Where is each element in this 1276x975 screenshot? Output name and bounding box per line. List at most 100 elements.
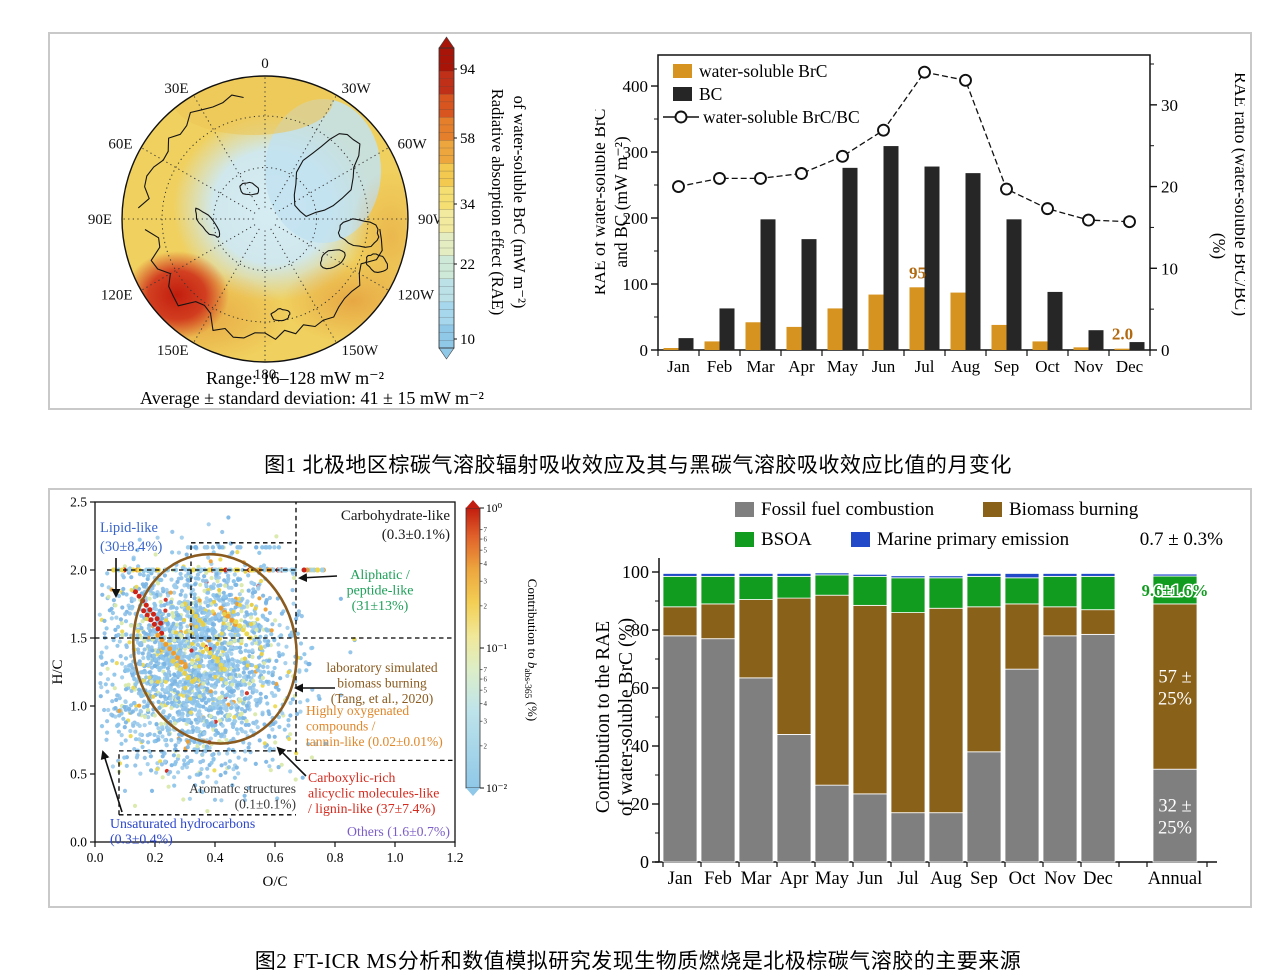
chart2-month-label: Oct xyxy=(1009,869,1037,889)
chart1-month-label: Apr xyxy=(788,357,815,376)
map-graticule xyxy=(122,76,408,362)
svg-text:0.8: 0.8 xyxy=(327,850,344,865)
chart2-month-label: Dec xyxy=(1083,869,1113,889)
svg-text:(0.3±0.4%): (0.3±0.4%) xyxy=(110,832,173,848)
svg-text:7: 7 xyxy=(484,526,488,534)
annotation-arrows xyxy=(100,558,338,813)
van-krevelen-chart: 0.0 0.2 0.4 0.6 0.8 1.0 1.2 0.0 0.5 1.0 1.5 2.0 2.5 O… xyxy=(50,495,540,891)
chart2-month-label: Feb xyxy=(704,869,732,889)
chart1-month-label: May xyxy=(827,357,859,376)
svg-text:1.5: 1.5 xyxy=(70,631,87,646)
ratio-markers xyxy=(672,65,1136,229)
svg-text:34: 34 xyxy=(460,197,476,213)
svg-text:0: 0 xyxy=(640,852,649,872)
svg-text:58: 58 xyxy=(460,131,475,147)
chart1-month-label: Oct xyxy=(1035,357,1060,376)
svg-text:2.5: 2.5 xyxy=(70,495,87,510)
svg-text:25%: 25% xyxy=(1158,819,1192,839)
ratio-line xyxy=(678,71,1130,223)
chart1-month-label: Nov xyxy=(1074,357,1104,376)
svg-text:30W: 30W xyxy=(342,81,372,97)
region-label-carbohydrate: Carbohydrate-like (0.3±0.1%) xyxy=(341,508,450,543)
svg-text:180: 180 xyxy=(254,367,277,383)
figure2-caption: 图2 FT-ICR MS分析和数值模拟研究发现生物质燃烧是北极棕碳气溶胶的主要来… xyxy=(254,949,1022,973)
svg-text:60W: 60W xyxy=(398,137,428,153)
svg-text:10⁰: 10⁰ xyxy=(486,503,503,515)
map-average-text: Average ± standard deviation: 41 ± 15 mW… xyxy=(140,388,484,408)
svg-text:20: 20 xyxy=(1161,178,1178,197)
chart2-month-label: May xyxy=(815,869,850,889)
svg-text:Unsaturated hydrocarbons: Unsaturated hydrocarbons xyxy=(110,816,255,831)
svg-text:100: 100 xyxy=(622,562,649,582)
biomass-burning-ellipse xyxy=(132,552,298,745)
map-outline xyxy=(121,75,409,363)
map-body xyxy=(122,76,408,362)
svg-text:water-soluble BrC/BC: water-soluble BrC/BC xyxy=(703,107,860,127)
region-label-unsaturated: Unsaturated hydrocarbons(0.3±0.4%) xyxy=(110,816,255,848)
svg-text:40: 40 xyxy=(631,736,649,756)
svg-text:0: 0 xyxy=(640,341,649,360)
svg-text:2.0: 2.0 xyxy=(70,563,87,578)
svg-text:300: 300 xyxy=(623,143,649,162)
svg-text:10⁻²: 10⁻² xyxy=(486,783,508,795)
map-colorbar: 94 58 34 22 10 Radiative absorption effect (R… xyxy=(438,36,529,360)
chart1-month-label: Jun xyxy=(872,357,896,376)
chart2-annual-label: Annual xyxy=(1148,869,1202,889)
svg-text:80: 80 xyxy=(631,620,649,640)
svg-text:Highly oxygenated: Highly oxygenated xyxy=(306,703,409,718)
svg-text:0.5: 0.5 xyxy=(70,767,87,782)
svg-text:3: 3 xyxy=(484,718,488,726)
svg-text:RAE of water-soluble BrC: RAE of water-soluble BrC xyxy=(595,109,609,296)
svg-text:(0.3±0.1%): (0.3±0.1%) xyxy=(382,527,450,543)
scatter-colorbar: 10⁰ 10⁻¹ 10⁻² 7 6 5 4 3 2 7 6 5 4 3 2 Contribution to b… xyxy=(465,500,540,796)
svg-text:94: 94 xyxy=(460,62,476,78)
chart1-month-label: Feb xyxy=(707,357,733,376)
chart1-month-label: Dec xyxy=(1116,357,1144,376)
source-contribution-chart: Fossil fuel combustion Biomass burning BSO… xyxy=(595,499,1223,889)
svg-text:100: 100 xyxy=(623,275,649,294)
bar-value-label: 2.0 xyxy=(1112,325,1133,344)
figure2-panel: 0.0 0.2 0.4 0.6 0.8 1.0 1.2 0.0 0.5 1.0 1.5 2.0 2.5 O… xyxy=(48,488,1252,908)
svg-text:60: 60 xyxy=(631,678,649,698)
svg-text:25%: 25% xyxy=(1158,690,1192,710)
svg-text:0.2: 0.2 xyxy=(147,850,164,865)
svg-text:0.4: 0.4 xyxy=(207,850,224,865)
chart1-month-label: Jan xyxy=(667,357,690,376)
svg-text:6: 6 xyxy=(484,536,488,544)
svg-text:Carboxylic-rich: Carboxylic-rich xyxy=(308,770,395,785)
svg-text:30: 30 xyxy=(1161,96,1178,115)
scatter-xlabel: O/C xyxy=(262,874,287,890)
chart1-month-label: Sep xyxy=(994,357,1020,376)
scatter-ylabel: H/C xyxy=(50,659,66,684)
chart2-month-label: Sep xyxy=(970,869,998,889)
svg-text:Marine primary emission: Marine primary emission xyxy=(877,529,1070,550)
svg-text:200: 200 xyxy=(623,209,649,228)
svg-text:5: 5 xyxy=(484,687,488,695)
svg-text:5: 5 xyxy=(484,547,488,555)
svg-text:alicyclic molecules-like: alicyclic molecules-like xyxy=(308,786,439,801)
svg-text:peptide-like: peptide-like xyxy=(347,584,414,599)
chart1-frame xyxy=(657,54,1151,351)
svg-text:Biomass burning: Biomass burning xyxy=(1009,499,1139,520)
map-coastlines xyxy=(137,94,389,340)
svg-text:BSOA: BSOA xyxy=(761,529,812,550)
svg-text:1.0: 1.0 xyxy=(70,699,87,714)
svg-text:(0.1±0.1%): (0.1±0.1%) xyxy=(235,797,296,812)
chart2-month-label: Jan xyxy=(668,869,693,889)
chart1-month-label: Mar xyxy=(746,357,775,376)
bc-bars xyxy=(678,146,1145,350)
chart2-month-label: Jul xyxy=(897,869,919,889)
annual-annotations: 9.6±1.6%57 ±25%32 ±25% xyxy=(1140,579,1210,839)
svg-text:of water-soluble BrC (%): of water-soluble BrC (%) xyxy=(616,618,637,816)
svg-text:22: 22 xyxy=(460,257,475,273)
scatter-colorbar-title: Contribution to babs-365 (%) xyxy=(522,579,540,721)
svg-text:water-soluble BrC: water-soluble BrC xyxy=(699,61,827,81)
chart2-month-label: Mar xyxy=(741,869,772,889)
svg-text:compounds /: compounds / xyxy=(306,719,376,734)
svg-text:Aliphatic /: Aliphatic / xyxy=(350,568,410,583)
svg-text:32 ±: 32 ± xyxy=(1158,797,1191,817)
